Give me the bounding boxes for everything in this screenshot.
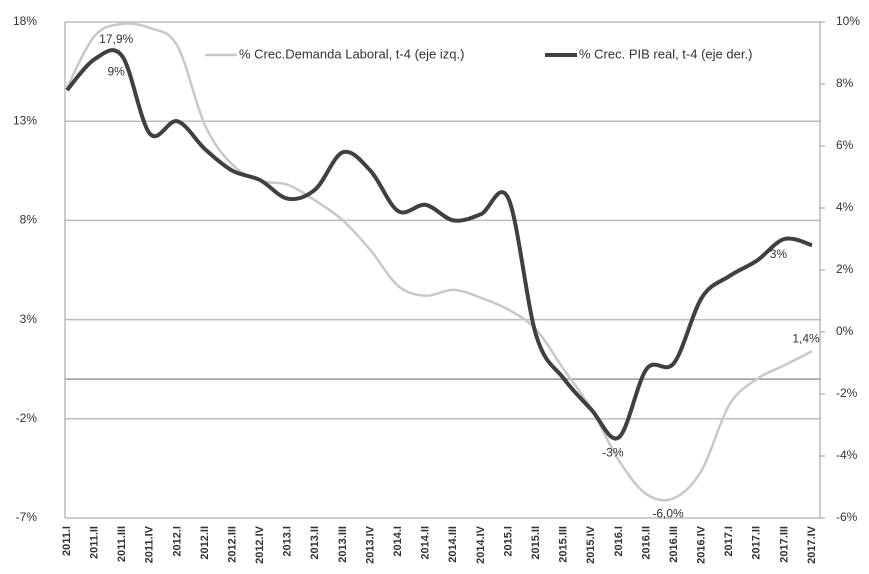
y2-tick-label: 6% (836, 138, 854, 152)
x-tick-label: 2016.I (613, 526, 625, 557)
x-tick-label: 2014.II (420, 526, 432, 560)
y2-tick-label: 2% (836, 262, 854, 276)
x-tick-label: 2013.II (309, 526, 321, 560)
value-label: -3% (602, 446, 624, 460)
y-tick-label: 3% (20, 312, 38, 326)
y2-tick-label: 8% (836, 76, 854, 90)
x-tick-label: 2017.I (723, 526, 735, 557)
value-label: 1,4% (792, 332, 820, 346)
series-line (65, 22, 813, 502)
x-tick-label: 2011.I (61, 526, 73, 556)
x-tick-label: 2015.III (558, 526, 570, 563)
y-tick-label: -7% (16, 510, 38, 524)
x-tick-label: 2012.II (199, 526, 211, 560)
x-tick-label: 2012.IV (254, 525, 266, 564)
y-tick-label: 8% (20, 213, 38, 227)
y2-tick-label: 10% (836, 14, 860, 28)
x-tick-label: 2017.IV (806, 525, 818, 564)
x-tick-label: 2015.IV (585, 525, 597, 564)
x-tick-label: 2016.II (640, 526, 652, 560)
y2-tick-label: -6% (836, 510, 858, 524)
value-label: 9% (108, 64, 126, 78)
y2-tick-label: 0% (836, 324, 854, 338)
value-label: -6,0% (652, 506, 684, 520)
x-tick-label: 2013.IV (364, 525, 376, 564)
y-tick-label: 13% (13, 113, 37, 127)
legend-label: % Crec.Demanda Laboral, t-4 (eje izq.) (239, 46, 464, 61)
x-tick-label: 2013.III (337, 526, 349, 563)
x-tick-label: 2015.II (530, 526, 542, 560)
value-label: 17,9% (99, 32, 133, 46)
y-tick-label: 18% (13, 14, 37, 28)
x-tick-label: 2016.III (668, 526, 680, 563)
y2-tick-label: -2% (836, 386, 858, 400)
x-tick-label: 2012.III (226, 526, 238, 563)
legend-label: % Crec. PIB real, t-4 (eje der.) (579, 46, 752, 61)
x-tick-label: 2016.IV (696, 525, 708, 564)
x-tick-label: 2011.III (116, 526, 128, 562)
series-line (65, 48, 813, 441)
y2-tick-label: 4% (836, 200, 854, 214)
x-tick-label: 2014.I (392, 526, 404, 557)
x-tick-label: 2011.II (88, 526, 100, 559)
x-tick-label: 2017.III (778, 526, 790, 563)
x-tick-label: 2013.I (282, 526, 294, 557)
x-tick-label: 2012.I (171, 526, 183, 557)
y-tick-label: -2% (16, 411, 38, 425)
value-label: 3% (770, 247, 788, 261)
x-tick-label: 2017.II (751, 526, 763, 560)
x-tick-label: 2014.IV (475, 525, 487, 564)
x-tick-label: 2015.I (502, 526, 514, 557)
y2-tick-label: -4% (836, 448, 858, 462)
x-tick-label: 2014.III (447, 526, 459, 563)
x-tick-label: 2011.IV (144, 525, 156, 563)
